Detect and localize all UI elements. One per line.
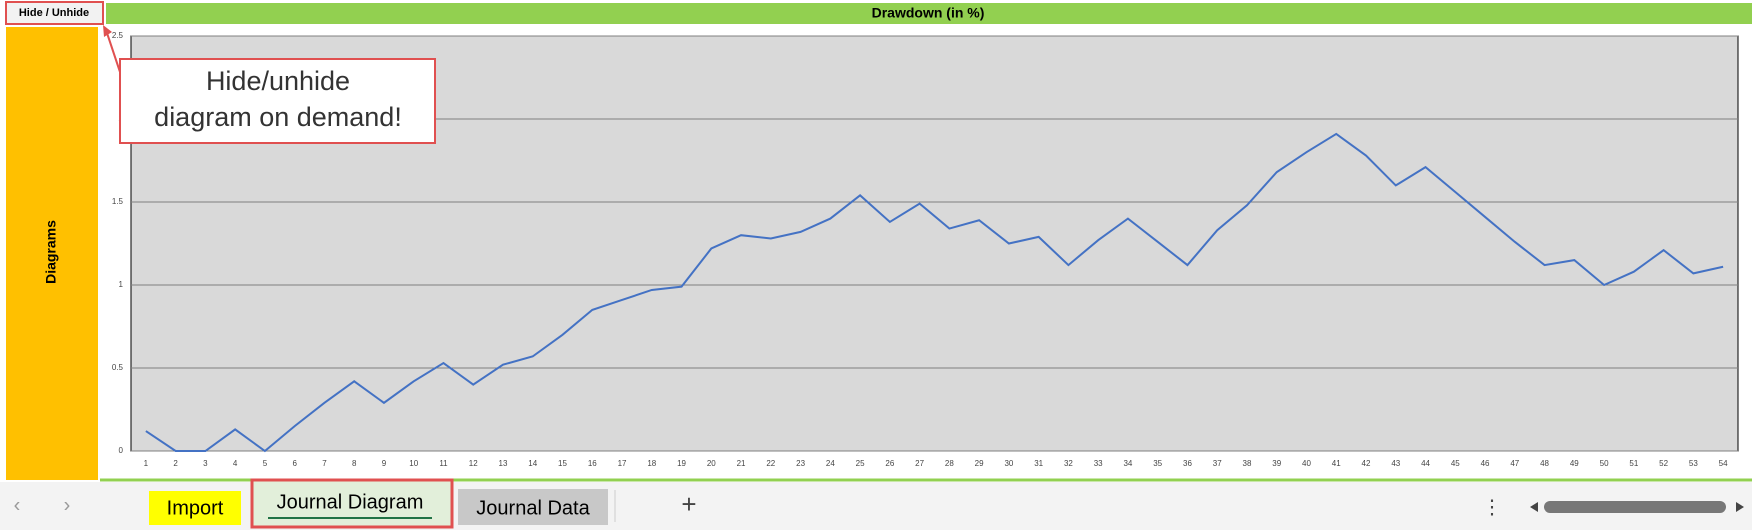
x-tick-label: 34 — [1123, 459, 1132, 468]
x-tick-label: 31 — [1034, 459, 1043, 468]
x-tick-label: 7 — [322, 459, 327, 468]
title-bar — [106, 3, 1752, 24]
x-tick-label: 26 — [885, 459, 894, 468]
hide-unhide-button[interactable] — [5, 1, 104, 25]
x-tick-label: 14 — [528, 459, 537, 468]
x-tick-label: 35 — [1153, 459, 1162, 468]
x-tick-label: 42 — [1362, 459, 1371, 468]
tab-label: Journal Diagram — [277, 491, 424, 513]
x-tick-label: 8 — [352, 459, 357, 468]
x-tick-label: 48 — [1540, 459, 1549, 468]
x-tick-label: 10 — [409, 459, 418, 468]
overlay: Hide/unhide diagram on demand! — [103, 25, 436, 144]
x-tick-label: 51 — [1629, 459, 1638, 468]
x-tick-label: 30 — [1004, 459, 1013, 468]
x-tick-label: 38 — [1243, 459, 1252, 468]
y-tick-label: 0.5 — [112, 363, 124, 372]
nav-next[interactable]: › — [64, 494, 71, 516]
callout-line: Hide/unhide — [206, 66, 350, 96]
x-tick-label: 43 — [1391, 459, 1400, 468]
x-tick-label: 54 — [1719, 459, 1728, 468]
y-tick-label: 0 — [119, 446, 124, 455]
y-tick-label: 2.5 — [112, 31, 124, 40]
x-tick-label: 16 — [588, 459, 597, 468]
scroll-right[interactable] — [1736, 502, 1744, 512]
y-tick-label: 1.5 — [112, 197, 124, 206]
x-tick-label: 50 — [1600, 459, 1609, 468]
tab-active[interactable] — [250, 478, 454, 529]
x-tick-label: 40 — [1302, 459, 1311, 468]
nav-prev[interactable]: ‹ — [14, 494, 21, 516]
x-tick-label: 41 — [1332, 459, 1341, 468]
callout-box — [119, 58, 436, 144]
tab[interactable] — [149, 491, 241, 525]
chart: 00.511.522.51234567891011121314151617181… — [112, 31, 1738, 468]
x-tick-label: 49 — [1570, 459, 1579, 468]
chart-title: Drawdown (in %) — [872, 5, 985, 21]
x-tick-label: 17 — [618, 459, 627, 468]
arrow-head — [103, 25, 112, 37]
add-sheet[interactable]: + — [681, 489, 696, 519]
x-tick-label: 44 — [1421, 459, 1430, 468]
side-label: Diagrams — [43, 220, 59, 284]
x-tick-label: 25 — [856, 459, 865, 468]
x-tick-label: 13 — [499, 459, 508, 468]
callout-line: diagram on demand! — [154, 102, 402, 132]
x-tick-label: 23 — [796, 459, 805, 468]
tab-label: Import — [167, 497, 224, 519]
x-tick-label: 2 — [173, 459, 178, 468]
x-tick-label: 22 — [766, 459, 775, 468]
x-tick-label: 18 — [647, 459, 656, 468]
x-tick-label: 39 — [1272, 459, 1281, 468]
x-tick-label: 37 — [1213, 459, 1222, 468]
x-tick-label: 28 — [945, 459, 954, 468]
more-menu[interactable]: ⋮ — [1482, 496, 1502, 518]
side-panel — [6, 27, 98, 480]
x-tick-label: 15 — [558, 459, 567, 468]
x-tick-label: 33 — [1094, 459, 1103, 468]
x-tick-label: 36 — [1183, 459, 1192, 468]
x-tick-label: 5 — [263, 459, 268, 468]
x-tick-label: 6 — [292, 459, 297, 468]
x-tick-label: 3 — [203, 459, 208, 468]
x-tick-label: 27 — [915, 459, 924, 468]
x-tick-label: 47 — [1510, 459, 1519, 468]
x-tick-label: 12 — [469, 459, 478, 468]
scroll-left[interactable] — [1530, 502, 1538, 512]
x-tick-label: 46 — [1481, 459, 1490, 468]
tab-label: Journal Data — [476, 497, 590, 519]
y-tick-label: 1 — [119, 280, 124, 289]
tab[interactable] — [458, 489, 608, 525]
x-tick-label: 20 — [707, 459, 716, 468]
x-tick-label: 29 — [975, 459, 984, 468]
x-tick-label: 9 — [382, 459, 387, 468]
x-tick-label: 24 — [826, 459, 835, 468]
scrollbar[interactable] — [1544, 501, 1726, 513]
x-tick-label: 45 — [1451, 459, 1460, 468]
x-tick-label: 52 — [1659, 459, 1668, 468]
x-tick-label: 4 — [233, 459, 238, 468]
x-tick-label: 1 — [144, 459, 149, 468]
data-line — [145, 132, 1724, 453]
x-tick-label: 53 — [1689, 459, 1698, 468]
button-label: Hide / Unhide — [19, 7, 89, 19]
x-tick-label: 19 — [677, 459, 686, 468]
x-tick-label: 21 — [737, 459, 746, 468]
callout-arrow — [105, 29, 121, 73]
x-tick-label: 32 — [1064, 459, 1073, 468]
x-tick-label: 11 — [439, 459, 448, 468]
